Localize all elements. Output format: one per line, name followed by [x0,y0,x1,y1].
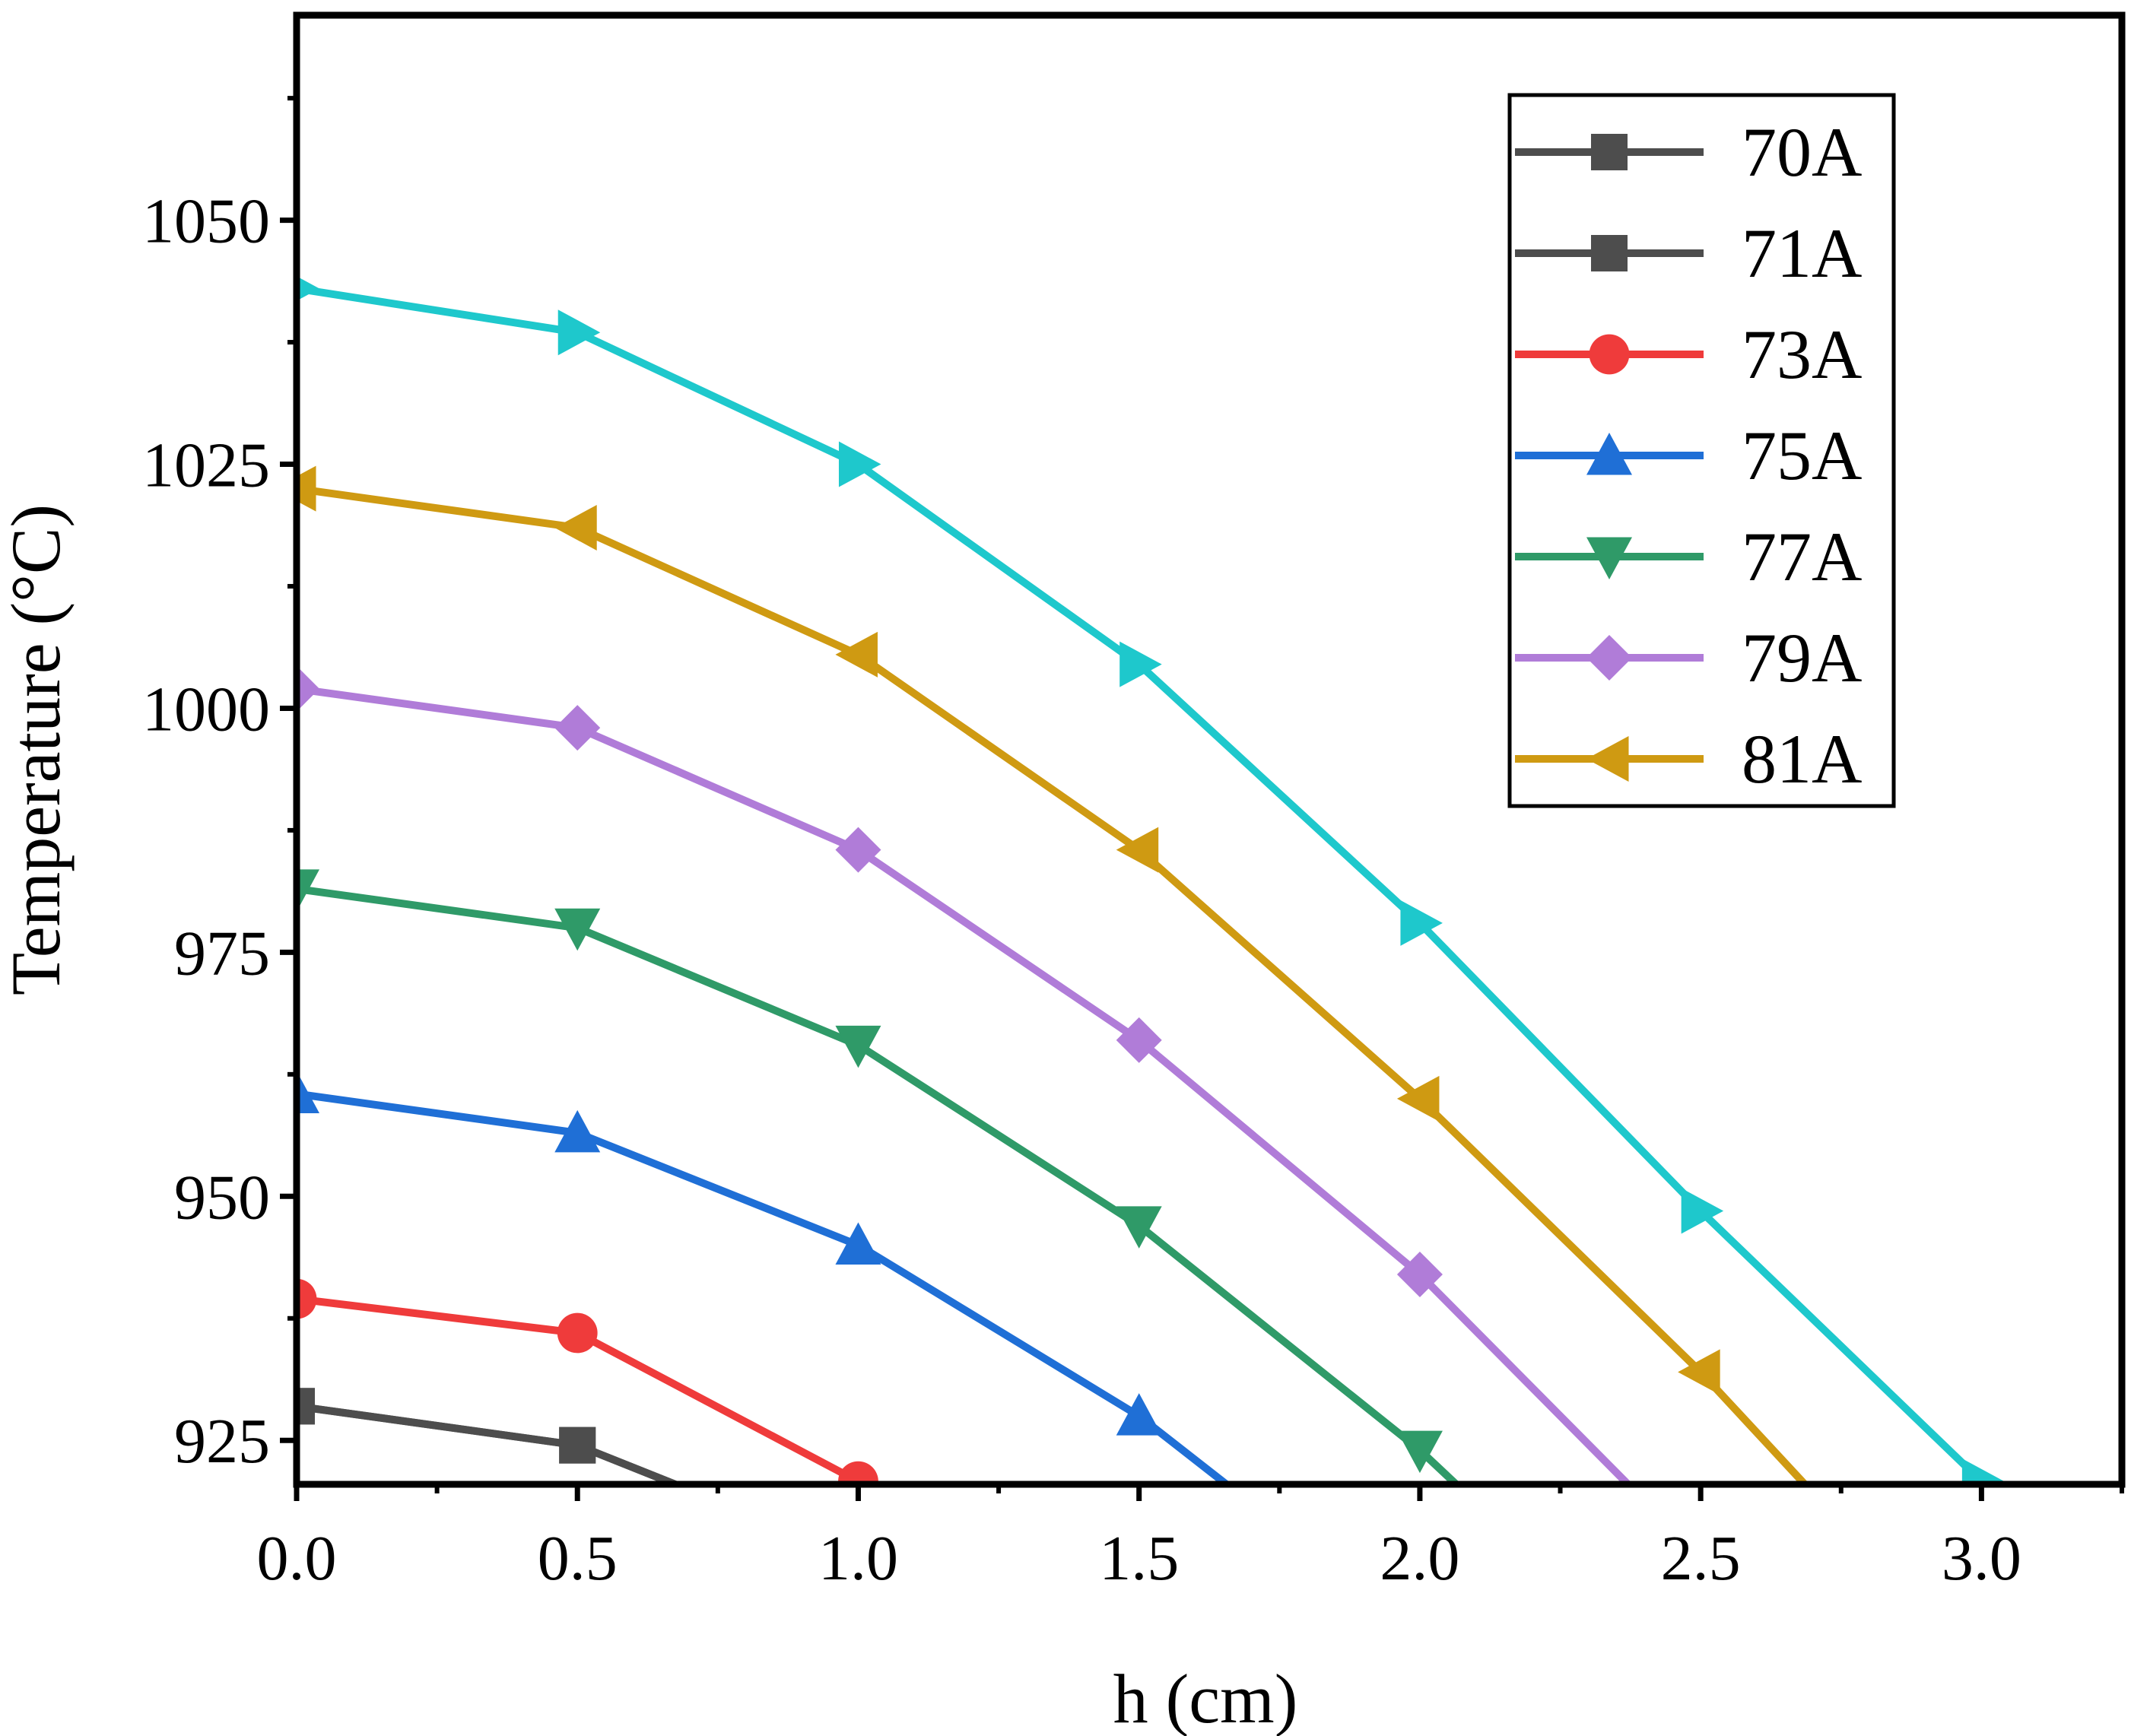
data-point [559,1427,596,1464]
plot-frame [293,11,2126,1488]
legend-label: 77A [1742,518,1862,595]
data-point [1397,1613,1443,1655]
legend-label: 71A [1742,214,1862,292]
x-tick-label: 0.0 [257,1523,337,1594]
series-77A [297,869,1723,1736]
data-point [1958,1652,2001,1697]
data-point [554,705,601,751]
series-73A [297,1278,878,1484]
data-point [554,504,597,551]
data-point [297,665,319,712]
series-layer [297,276,2005,1736]
legend-label: 70A [1742,113,1862,191]
data-point [835,827,881,873]
legend-marker [1591,134,1628,170]
legend-marker [1586,736,1629,782]
y-axis-title: Temperature (°C) [0,504,75,995]
legend-label: 79A [1742,619,1862,697]
legend-label: 81A [1742,720,1862,798]
data-point [1396,1430,1443,1474]
data-point [297,1071,319,1114]
legend-entry-73A: 73A [1515,316,1862,393]
data-point [297,1278,317,1319]
data-point [1681,1188,1724,1234]
legend-marker [1586,433,1632,475]
data-point [838,441,881,487]
legend-box [1507,93,1896,808]
legend-entry-71A: 71A [1515,214,1862,292]
legend-entry-77A: 77A [1515,518,1862,595]
data-point [1119,641,1162,687]
data-point [835,1025,881,1068]
series-unlabeled-7 [297,276,2005,1484]
legend-marker [1591,235,1628,271]
data-point [557,309,601,356]
data-point [554,908,601,951]
y-tick-label: 975 [174,918,270,989]
data-point [1400,900,1443,946]
x-tick-label: 0.5 [538,1523,618,1594]
y-tick-label: 1000 [142,674,270,744]
data-point [1961,1458,2005,1484]
x-tick-label: 3.0 [1942,1523,2021,1594]
data-point [1396,1075,1440,1122]
data-point [557,1312,598,1354]
legend: 70A 71A 73A 75A 77A 79A 81A [1507,93,1896,808]
series-79A [297,665,1634,1484]
x-tick-label: 1.5 [1099,1523,1179,1594]
legend-label: 75A [1742,417,1862,494]
y-tick-label: 950 [174,1162,270,1233]
data-point [1116,1017,1162,1063]
data-point [1678,1694,1723,1736]
legend-entry-81A: 81A [1515,720,1862,798]
x-tick-label: 2.0 [1380,1523,1459,1594]
data-point [838,1461,878,1484]
legend-entry-75A: 75A [1515,417,1862,494]
y-tick-label: 1025 [142,430,270,501]
y-tick-label: 1050 [142,186,270,257]
data-point [1678,1349,1720,1395]
legend-entry-79A: 79A [1515,619,1862,697]
axes-layer: 0.0 0.5 1.0 1.5 2.0 2.5 3.0 925 950 975 1000 1025 10… [142,96,2124,1594]
y-tick-label: 925 [174,1406,270,1477]
data-point [1116,1393,1162,1436]
data-point [835,1222,881,1265]
legend-entry-70A: 70A [1515,113,1862,191]
data-point [1396,1252,1443,1297]
data-point [554,1109,601,1153]
series-81A [297,465,2001,1697]
data-point [297,465,316,512]
series-75A [297,1071,1443,1655]
data-point [1116,827,1159,873]
series-line [297,684,1634,1484]
legend-marker [1586,537,1632,579]
series-71A [297,1388,686,1484]
data-point [1116,1206,1162,1249]
legend-marker [1586,635,1632,681]
data-point [835,631,878,678]
x-tick-label: 1.0 [818,1523,898,1594]
legend-marker [1589,334,1630,375]
data-point [297,276,319,301]
x-axis-title: h (cm) [1113,1660,1298,1736]
data-point [297,869,319,912]
series-line [297,884,1462,1484]
legend-label: 73A [1742,316,1862,393]
x-tick-label: 2.5 [1661,1523,1741,1594]
